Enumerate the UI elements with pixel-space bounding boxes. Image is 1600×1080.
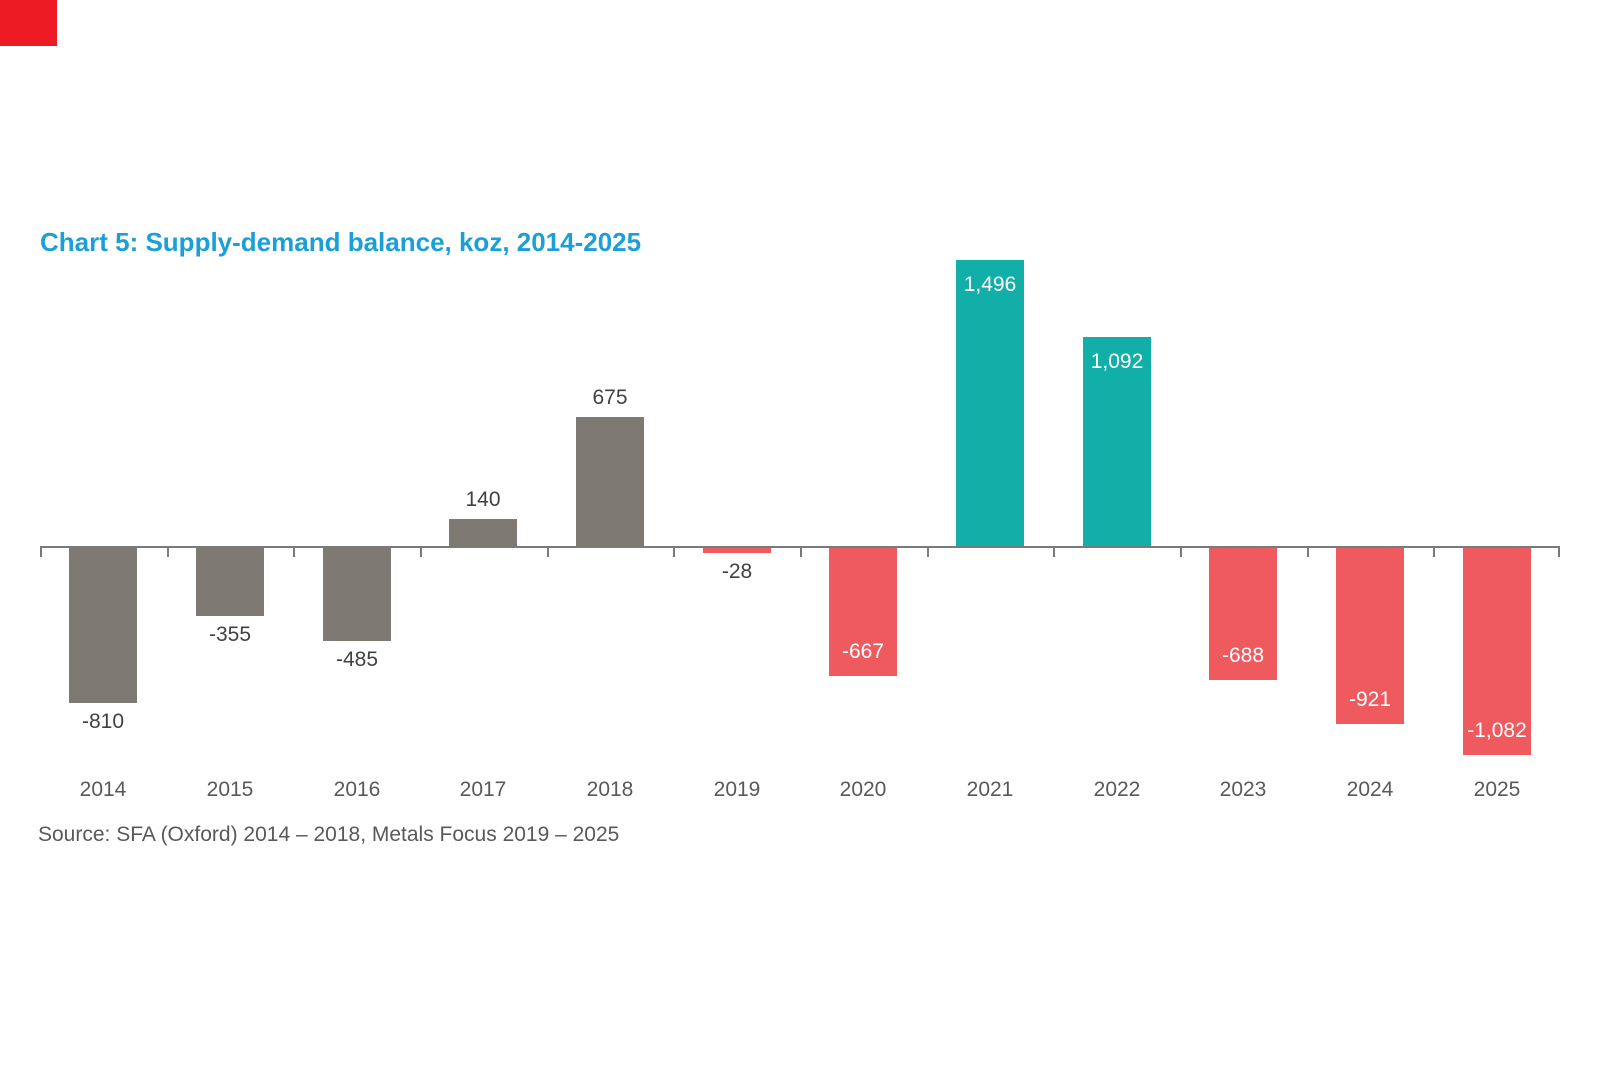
year-label-2024: 2024 — [1346, 778, 1394, 801]
axis-tick — [800, 546, 802, 557]
axis-tick — [293, 546, 295, 557]
value-label-2024: -921 — [1348, 688, 1392, 711]
bar-2025 — [1463, 548, 1531, 755]
year-label-2018: 2018 — [586, 778, 634, 801]
bar-2022 — [1083, 337, 1151, 546]
axis-tick — [1053, 546, 1055, 557]
value-label-2018: 675 — [592, 386, 628, 409]
axis-tick — [547, 546, 549, 557]
value-label-2023: -688 — [1221, 644, 1265, 667]
bar-2020 — [829, 548, 897, 676]
bar-2017 — [449, 519, 517, 546]
year-label-2019: 2019 — [713, 778, 761, 801]
value-label-2025: -1,082 — [1467, 719, 1527, 742]
value-label-2014: -810 — [81, 710, 125, 733]
value-label-2017: 140 — [465, 488, 501, 511]
bar-2014 — [69, 548, 137, 703]
source-note: Source: SFA (Oxford) 2014 – 2018, Metals… — [38, 823, 620, 846]
bar-2016 — [323, 548, 391, 641]
value-label-2022: 1,092 — [1090, 350, 1144, 373]
bar-2021 — [956, 260, 1024, 546]
year-label-2015: 2015 — [206, 778, 254, 801]
year-label-2021: 2021 — [966, 778, 1014, 801]
bar-2023 — [1209, 548, 1277, 680]
axis-tick — [420, 546, 422, 557]
value-label-2015: -355 — [208, 623, 252, 646]
axis-tick — [927, 546, 929, 557]
value-label-2020: -667 — [841, 640, 885, 663]
axis-tick — [1180, 546, 1182, 557]
axis-tick — [673, 546, 675, 557]
value-label-2016: -485 — [335, 648, 379, 671]
value-label-2021: 1,496 — [963, 273, 1017, 296]
year-label-2020: 2020 — [839, 778, 887, 801]
year-label-2014: 2014 — [79, 778, 127, 801]
axis-tick — [1558, 546, 1560, 557]
axis-tick — [40, 546, 42, 557]
year-label-2025: 2025 — [1473, 778, 1521, 801]
year-label-2017: 2017 — [459, 778, 507, 801]
axis-tick — [1433, 546, 1435, 557]
bar-2024 — [1336, 548, 1404, 724]
year-label-2022: 2022 — [1093, 778, 1141, 801]
year-label-2023: 2023 — [1219, 778, 1267, 801]
axis-tick — [167, 546, 169, 557]
year-label-2016: 2016 — [333, 778, 381, 801]
chart-title: Chart 5: Supply-demand balance, koz, 201… — [40, 227, 642, 257]
bar-2015 — [196, 548, 264, 616]
bar-2019 — [703, 548, 771, 553]
red-corner-marker — [0, 0, 57, 46]
value-label-2019: -28 — [721, 560, 753, 583]
bar-2018 — [576, 417, 644, 546]
axis-tick — [1307, 546, 1309, 557]
